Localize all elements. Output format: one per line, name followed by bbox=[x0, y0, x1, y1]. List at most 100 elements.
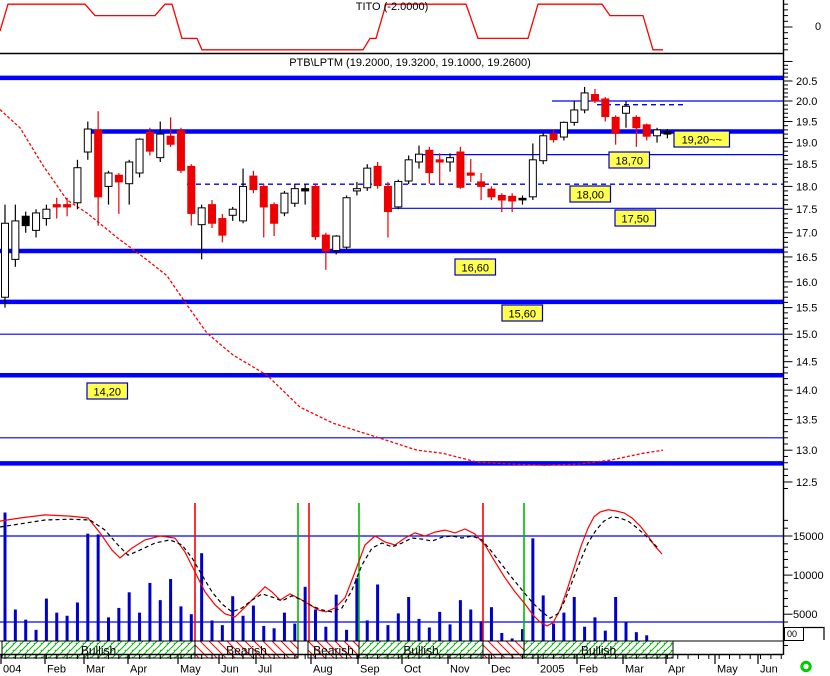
candle bbox=[352, 188, 361, 192]
volume-bar bbox=[262, 625, 266, 641]
volume-bar bbox=[521, 629, 524, 641]
price-flag[interactable]: 16,60 bbox=[454, 258, 497, 276]
volume-axis-label: 10000 bbox=[793, 570, 824, 582]
candle bbox=[415, 153, 423, 163]
candle bbox=[239, 185, 248, 222]
candle bbox=[63, 204, 72, 208]
candle bbox=[249, 175, 258, 191]
candle bbox=[404, 159, 413, 182]
volume-bar bbox=[541, 595, 545, 641]
candle bbox=[373, 165, 382, 187]
volume-bar bbox=[396, 613, 400, 641]
volume-axis-label: 5000 bbox=[793, 609, 817, 621]
volume-bar bbox=[34, 629, 38, 641]
volume-bar bbox=[55, 612, 59, 641]
tito-panel bbox=[0, 3, 783, 55]
volume-bar bbox=[231, 596, 235, 641]
candle bbox=[363, 167, 372, 189]
month-label: Apr bbox=[130, 664, 147, 676]
price-axis-label: 14.5 bbox=[796, 357, 817, 369]
candle bbox=[32, 212, 41, 231]
price-axis-label: 18.5 bbox=[796, 159, 817, 171]
candle bbox=[601, 98, 610, 118]
candle bbox=[580, 92, 589, 111]
price-axis-label: 20.0 bbox=[796, 96, 817, 108]
volume-bar bbox=[303, 586, 307, 641]
candle bbox=[311, 185, 320, 238]
price-axis-label: 16.5 bbox=[796, 252, 817, 264]
candle bbox=[487, 188, 496, 198]
candle bbox=[73, 167, 82, 204]
candle bbox=[456, 151, 465, 188]
price-axis-label: 15.0 bbox=[796, 329, 817, 341]
volume-bar bbox=[603, 630, 607, 641]
price-axis-label: 20.5 bbox=[796, 76, 817, 88]
month-label: Feb bbox=[47, 664, 66, 676]
candle bbox=[197, 207, 206, 226]
volume-bar bbox=[634, 632, 638, 641]
price-axis-label: 18.0 bbox=[796, 181, 817, 193]
price-flag-label: 18,70 bbox=[615, 156, 643, 168]
tito-axis-zero-label: 0 bbox=[815, 21, 822, 33]
month-label: Mar bbox=[625, 664, 644, 676]
price-flag[interactable]: 14,20 bbox=[86, 382, 129, 400]
volume-bar bbox=[407, 596, 411, 641]
moving-average-line bbox=[0, 109, 664, 466]
candle bbox=[539, 135, 548, 162]
month-label: Oct bbox=[404, 664, 421, 676]
price-flag[interactable]: 17,50 bbox=[614, 209, 657, 227]
price-axis-label: 14.0 bbox=[796, 385, 817, 397]
candle bbox=[228, 208, 237, 216]
volume-bar bbox=[96, 534, 100, 641]
candle bbox=[145, 131, 154, 152]
price-axis-label: 15.5 bbox=[796, 303, 817, 315]
candle bbox=[280, 192, 289, 214]
candle bbox=[394, 180, 403, 208]
candle bbox=[187, 165, 196, 214]
volume-bar bbox=[500, 632, 504, 641]
volume-bar bbox=[189, 614, 193, 641]
ribbon-segment-bullish: Bullish bbox=[523, 640, 674, 659]
ribbon-label: Bullish bbox=[581, 644, 616, 658]
volume-bar bbox=[65, 615, 69, 641]
candle bbox=[301, 188, 310, 192]
volume-bar bbox=[200, 553, 204, 641]
volume-bar bbox=[458, 600, 462, 641]
volume-bar bbox=[44, 598, 48, 641]
price-flag-label: 18,00 bbox=[576, 190, 604, 202]
volume-bar bbox=[3, 512, 7, 641]
volume-bar bbox=[510, 638, 514, 641]
candle bbox=[156, 133, 165, 159]
volume-bar bbox=[427, 627, 431, 641]
price-flag-label: 16,60 bbox=[461, 263, 489, 275]
volume-bar bbox=[148, 582, 152, 641]
volume-bar bbox=[86, 533, 90, 641]
volume-bar bbox=[293, 623, 297, 641]
volume-bar bbox=[117, 607, 121, 641]
price-axis-label: 12.5 bbox=[796, 477, 817, 489]
volume-bar bbox=[210, 620, 214, 641]
price-flag[interactable]: 18,70 bbox=[608, 151, 651, 169]
candle bbox=[497, 194, 506, 201]
volume-bar bbox=[158, 600, 162, 641]
price-flag[interactable]: 19,20~~ bbox=[673, 130, 731, 148]
price-axis-label: 17.0 bbox=[796, 228, 817, 240]
candle bbox=[321, 234, 330, 252]
month-label: Dec bbox=[491, 664, 511, 676]
candle bbox=[383, 185, 392, 213]
volume-bar bbox=[324, 626, 328, 641]
candle bbox=[477, 181, 486, 187]
volume-bar bbox=[179, 606, 183, 641]
candle bbox=[642, 124, 651, 137]
price-flag[interactable]: 18,00 bbox=[569, 185, 612, 203]
price-flag[interactable]: 15,60 bbox=[501, 304, 544, 322]
tito-step-line bbox=[0, 3, 663, 51]
month-label: Aug bbox=[313, 664, 333, 676]
candle bbox=[42, 208, 51, 220]
volume-bar bbox=[282, 612, 286, 641]
candle bbox=[259, 185, 268, 208]
candle bbox=[1, 222, 9, 298]
candle bbox=[342, 197, 351, 248]
